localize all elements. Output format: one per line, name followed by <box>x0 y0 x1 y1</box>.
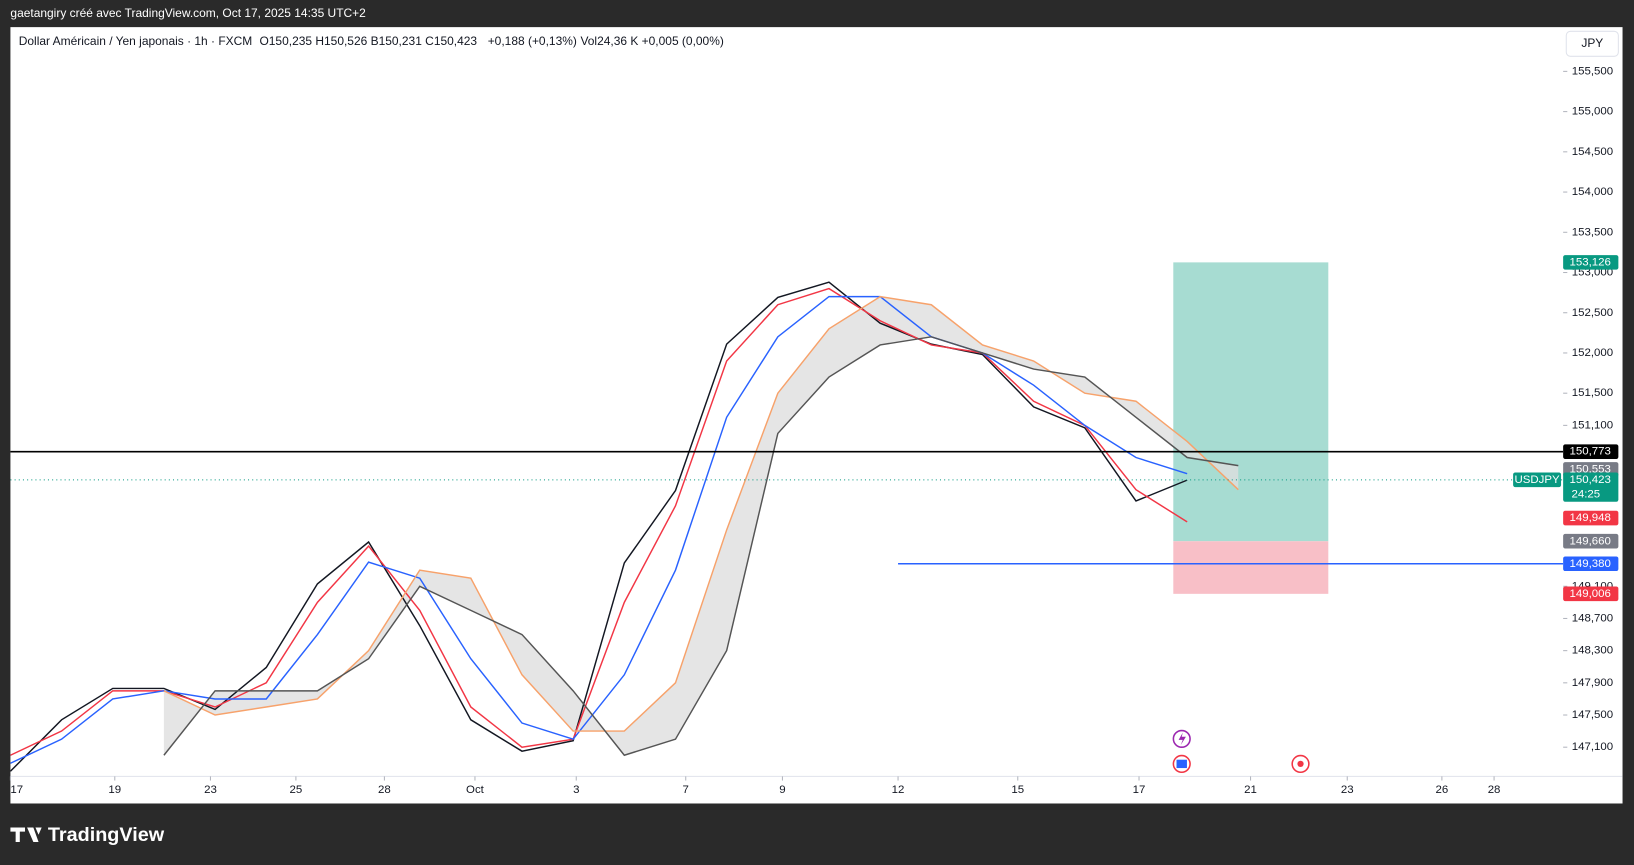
y-tick-label: 148,700 <box>1572 612 1613 624</box>
y-tick-label: 154,500 <box>1572 146 1613 158</box>
event-dot <box>1297 760 1304 768</box>
x-tick-label: 17 <box>1133 784 1146 796</box>
x-tick-label: 23 <box>1341 784 1354 796</box>
x-tick-label: 26 <box>1436 784 1449 796</box>
price-tag-label: 149,380 <box>1570 558 1611 570</box>
price-tag-label: 149,006 <box>1570 588 1611 600</box>
price-tag-label: 150,423 <box>1570 474 1611 486</box>
line-series <box>10 281 1188 772</box>
y-tick-label: 147,900 <box>1572 677 1613 689</box>
x-tick-label: 25 <box>290 784 303 796</box>
y-tick-label: 155,500 <box>1572 65 1613 77</box>
target-zone <box>1173 262 1329 542</box>
line-series <box>10 295 1188 764</box>
ohlc: O150,235 H150,526 B150,231 C150,423 <box>259 34 477 48</box>
y-tick-label: 155,000 <box>1572 106 1613 118</box>
x-tick-label: Oct <box>466 784 485 796</box>
x-tick-label: 28 <box>1488 784 1501 796</box>
change: +0,188 (+0,13%) <box>488 34 577 48</box>
price-tag-label: 153,126 <box>1570 256 1611 268</box>
currency-box[interactable] <box>1565 30 1619 57</box>
overlay: 155,500 155,000 154,500 154,000 153,500 153,0… <box>9 65 1619 796</box>
plot <box>10 262 1564 772</box>
price-tag <box>1563 255 1619 270</box>
flag <box>1176 759 1187 769</box>
y-tick-label: 152,000 <box>1572 347 1613 359</box>
y-tick-label: 151,500 <box>1572 387 1613 399</box>
x-tick-label: 17 <box>10 784 23 796</box>
line-series <box>10 287 1188 756</box>
x-tick-label: 3 <box>573 784 579 796</box>
x-tick-label: 23 <box>204 784 217 796</box>
volume: Vol24,36 K +0,005 (0,00%) <box>580 34 723 48</box>
y-tick-label: 153,500 <box>1572 226 1613 238</box>
chart-area <box>10 27 1623 804</box>
price-tag <box>1563 556 1619 572</box>
price-tag-label: 150,553 <box>1570 463 1611 475</box>
y-tick-label: 147,100 <box>1572 741 1613 753</box>
x-tick-label: 9 <box>779 784 785 796</box>
y-tick-label: 147,500 <box>1572 709 1613 721</box>
price-tag-label: 149,660 <box>1570 535 1611 547</box>
y-tick-label: 153,000 <box>1572 267 1613 279</box>
brand: TradingView <box>48 824 165 846</box>
y-tick-label: 152,500 <box>1572 307 1613 319</box>
cloud-fill <box>163 296 1239 756</box>
symbol: Dollar Américain / Yen japonais · 1h · F… <box>19 34 253 48</box>
caption: gaetangiry créé avec TradingView.com, Oc… <box>10 6 366 20</box>
x-tick-label: 15 <box>1011 784 1024 796</box>
y-tick-label: 148,300 <box>1572 645 1613 657</box>
y-tick-label: 154,000 <box>1572 186 1613 198</box>
y-tick-label: 151,100 <box>1572 419 1613 431</box>
x-tick-label: 12 <box>892 784 905 796</box>
x-tick-label: 19 <box>108 784 121 796</box>
symbol-tag <box>1513 472 1562 488</box>
price-tag <box>1563 586 1619 602</box>
line-series <box>163 336 1239 757</box>
lightning <box>1178 732 1186 746</box>
countdown: 24:25 <box>1571 488 1600 500</box>
price-tag-label: 149,948 <box>1570 512 1611 524</box>
stop-zone <box>1173 541 1329 594</box>
logo-mark <box>10 827 42 843</box>
x-tick-label: 7 <box>683 784 689 796</box>
currency: JPY <box>1581 36 1603 50</box>
price-tag <box>1563 533 1619 549</box>
x-tick-label: 21 <box>1244 784 1257 796</box>
price-tag <box>1563 472 1619 502</box>
price-tag-label: 150,773 <box>1570 446 1611 458</box>
x-tick-label: 28 <box>378 784 391 796</box>
price-tag <box>1563 444 1619 459</box>
symbol-label: USDJPY <box>1514 474 1560 486</box>
price-tag <box>1563 510 1619 526</box>
